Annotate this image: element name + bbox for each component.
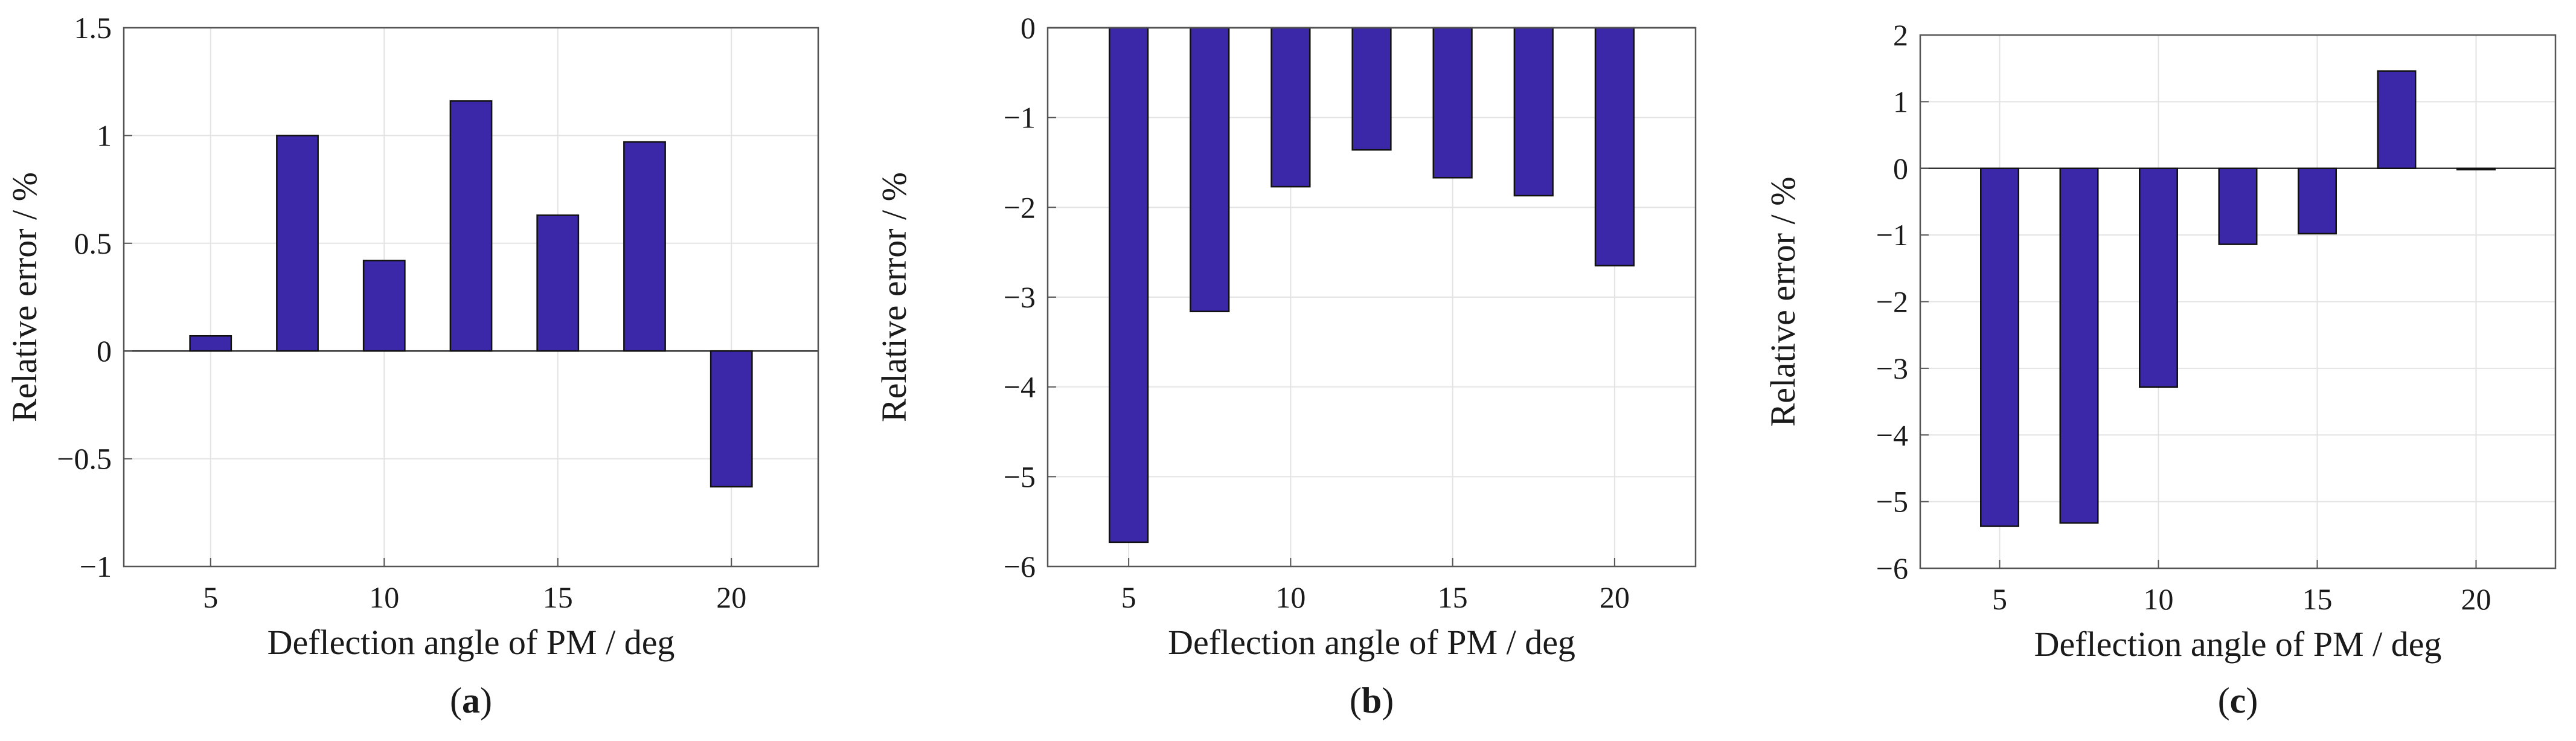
x-tick-label: 10: [369, 580, 399, 614]
y-tick-label: −5: [1004, 460, 1036, 493]
x-tick-label: 15: [2302, 582, 2333, 616]
x-axis-title: Deflection angle of PM / deg: [268, 623, 675, 662]
bar-c-5: [2298, 167, 2337, 235]
bar-c-6: [2377, 70, 2417, 170]
x-axis-title: Deflection angle of PM / deg: [1168, 623, 1575, 662]
bar-a-4: [449, 100, 493, 352]
bar-c-7: [2456, 167, 2496, 171]
bar-b-6: [1513, 27, 1554, 197]
bar-b-4: [1351, 27, 1392, 151]
y-tick-label: 1: [97, 118, 112, 152]
bar-b-5: [1432, 27, 1473, 179]
y-tick-label: −1: [1004, 101, 1036, 135]
x-axis-title: Deflection angle of PM / deg: [2034, 624, 2442, 664]
bar-b-2: [1190, 27, 1230, 313]
bar-a-3: [362, 260, 406, 352]
y-tick-label: −2: [1876, 285, 1908, 319]
y-tick-label: 0: [97, 334, 112, 368]
x-tick-label: 15: [543, 580, 573, 614]
y-tick-label: 1: [1893, 85, 1908, 118]
x-tick-label: 5: [1992, 582, 2007, 616]
y-tick-label: −6: [1004, 550, 1036, 583]
y-tick-label: −2: [1004, 190, 1036, 224]
y-tick-label: −4: [1876, 418, 1908, 452]
panel-caption: (b): [1350, 681, 1394, 720]
y-tick-label: 2: [1893, 18, 1908, 52]
bar-a-5: [536, 214, 580, 352]
x-tick-label: 5: [203, 580, 218, 614]
bar-b-1: [1109, 27, 1149, 544]
y-tick-label: 0: [1020, 11, 1036, 45]
axes-frame: [123, 27, 819, 568]
y-axis-title: Relative error / %: [1763, 177, 1802, 427]
y-tick-label: −1: [80, 550, 112, 583]
x-tick-label: 15: [1438, 580, 1468, 614]
bar-a-1: [189, 335, 232, 352]
y-tick-label: 0.5: [74, 226, 112, 260]
chart-panel-b: 5 10 15 20 −6 −5 −4 −3 −2 −1 0 Deflection angle of …: [874, 11, 1697, 720]
x-tick-label: 10: [2144, 582, 2174, 616]
bar-a-7: [710, 350, 753, 488]
y-tick-label: −5: [1876, 485, 1908, 519]
x-tick-label: 20: [716, 580, 746, 614]
y-tick-label: −1: [1876, 218, 1908, 252]
y-axis-title: Relative error / %: [874, 172, 914, 422]
x-tick-label: 20: [1600, 580, 1630, 614]
x-tick-label: 5: [1121, 580, 1136, 614]
bar-c-2: [2059, 167, 2099, 524]
bar-c-3: [2139, 167, 2178, 388]
y-tick-label: −0.5: [57, 442, 112, 476]
panel-caption: (a): [450, 681, 492, 720]
bar-b-3: [1270, 27, 1311, 188]
bar-c-1: [1980, 167, 2019, 527]
y-tick-label: −3: [1004, 280, 1036, 314]
y-tick-label: −6: [1876, 551, 1908, 585]
y-tick-label: 0: [1893, 152, 1908, 185]
bar-a-6: [623, 141, 666, 352]
x-tick-label: 10: [1275, 580, 1306, 614]
bar-a-2: [276, 135, 319, 352]
panel-caption: (c): [2218, 681, 2258, 720]
bar-b-7: [1594, 27, 1635, 267]
bar-c-4: [2218, 167, 2258, 245]
y-tick-label: −4: [1004, 370, 1036, 404]
chart-panel-a: 5 10 15 20 −1 −0.5 0 0.5 1 1.5 Deflection angle of…: [5, 11, 819, 720]
y-tick-label: −3: [1876, 351, 1908, 385]
y-tick-label: 1.5: [74, 11, 112, 45]
y-axis-title: Relative error / %: [5, 172, 44, 422]
chart-panel-c: 5 10 15 20 −6 −5 −4 −3 −2 −1 0 1 2 Deflection angle o…: [1763, 18, 2557, 720]
x-tick-label: 20: [2461, 582, 2491, 616]
